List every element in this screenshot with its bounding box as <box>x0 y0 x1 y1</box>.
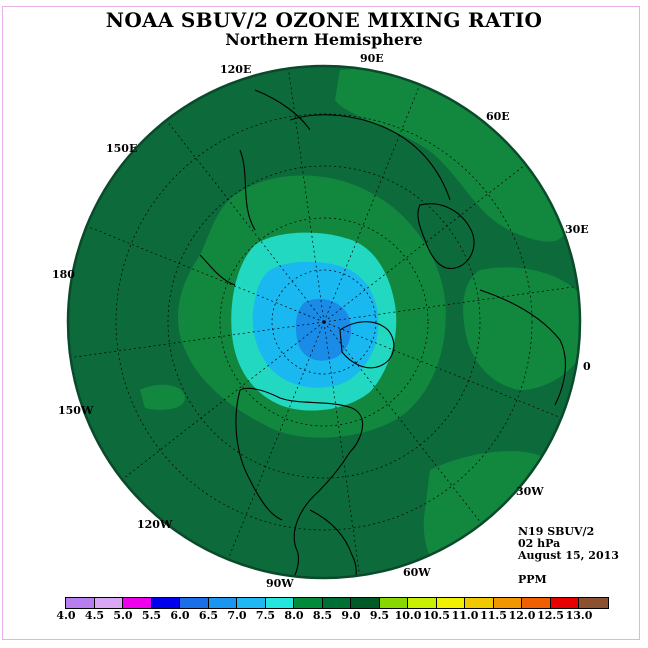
coastlines <box>199 89 566 578</box>
asia-coast <box>199 89 451 286</box>
units-label: PPM <box>518 573 547 586</box>
greenland-coast <box>339 321 395 369</box>
ozone-band-8.0-east <box>463 267 580 390</box>
lon-label-120w: 120W <box>137 518 173 531</box>
lon-label-90e: 90E <box>360 52 384 65</box>
colorbar-swatch <box>351 598 380 608</box>
page-title: NOAA SBUV/2 OZONE MIXING RATIO <box>105 8 543 32</box>
colorbar-swatch <box>208 598 237 608</box>
lon-label-60w: 60W <box>403 566 431 579</box>
colorbar-tick-label: 11.0 <box>451 609 479 622</box>
colorbar-swatch <box>550 598 579 608</box>
lon-label-150w: 150W <box>58 404 94 417</box>
colorbar-tick-label: 5.5 <box>141 609 162 622</box>
lon-label-150e: 150E <box>106 142 137 155</box>
date-label: August 15, 2013 <box>518 549 619 562</box>
lon-label-30w: 30W <box>516 485 544 498</box>
page-subtitle: Northern Hemisphere <box>225 30 423 49</box>
colorbar-tick-label: 13.0 <box>565 609 593 622</box>
colorbar-tick-label: 9.5 <box>369 609 390 622</box>
ozone-level-6.5 <box>295 298 352 361</box>
instrument-label: N19 SBUV/2 <box>518 525 595 538</box>
colorbar-tick-label: 4.0 <box>56 609 76 622</box>
colorbar-tick-label: 7.5 <box>255 609 276 622</box>
lon-label-0: 0 <box>583 360 591 373</box>
colorbar-tick-label: 12.5 <box>537 609 564 622</box>
lon-label-60e: 60E <box>486 110 510 123</box>
colorbar-tick-label: 11.5 <box>480 609 507 622</box>
colorbar-swatch <box>265 598 294 608</box>
colorbar-tick-labels: 4.0 4.5 5.0 5.5 6.0 6.5 7.0 7.5 8.0 8.5 9.0 9.5 10.0… <box>0 609 648 623</box>
colorbar-swatch <box>180 598 209 608</box>
map-fill-layer <box>68 66 580 578</box>
metadata-block: N19 SBUV/2 02 hPa August 15, 2013 <box>518 526 619 562</box>
africa-coast <box>479 289 566 406</box>
colorbar-tick-label: 6.0 <box>170 609 190 622</box>
ozone-band-8.0-west <box>140 384 185 410</box>
colorbar-swatch <box>465 598 494 608</box>
colorbar-tick-label: 8.0 <box>284 609 304 622</box>
colorbar-swatch <box>408 598 437 608</box>
colorbar-tick-label: 10.5 <box>423 609 450 622</box>
colorbar-swatch <box>237 598 266 608</box>
ozone-band-8.0-ne <box>335 68 566 242</box>
colorbar-tick-label: 4.5 <box>84 609 105 622</box>
colorbar-swatch <box>579 598 608 608</box>
map-border <box>66 64 582 580</box>
colorbar-swatch <box>66 598 95 608</box>
lon-label-180: 180 <box>52 268 75 281</box>
colorbar-tick-label: 5.0 <box>113 609 133 622</box>
colorbar-tick-label: 7.0 <box>227 609 247 622</box>
colorbar-swatch <box>322 598 351 608</box>
colorbar-swatch <box>151 598 180 608</box>
pressure-level-label: 02 hPa <box>518 537 561 550</box>
lon-label-90w: 90W <box>266 577 294 590</box>
colorbar-tick-label: 10.0 <box>394 609 422 622</box>
colorbar-swatch <box>493 598 522 608</box>
colorbar-swatch <box>522 598 551 608</box>
colorbar-swatch <box>294 598 323 608</box>
colorbar-swatch <box>94 598 123 608</box>
europe-coast <box>417 203 475 270</box>
colorbar-swatch <box>123 598 152 608</box>
colorbar-tick-label: 8.5 <box>312 609 333 622</box>
colorbar-tick-label: 9.0 <box>341 609 361 622</box>
south-america-coast <box>309 509 357 578</box>
figure-frame <box>2 6 640 640</box>
latitude-circles <box>115 113 533 531</box>
colorbar <box>65 597 609 609</box>
colorbar-tick-label: 12.0 <box>508 609 536 622</box>
colorbar-swatch <box>379 598 408 608</box>
colorbar-swatch <box>436 598 465 608</box>
north-america-coast <box>235 387 363 578</box>
lon-label-120e: 120E <box>220 63 251 76</box>
colorbar-tick-label: 6.5 <box>198 609 219 622</box>
lon-label-30e: 30E <box>565 223 589 236</box>
